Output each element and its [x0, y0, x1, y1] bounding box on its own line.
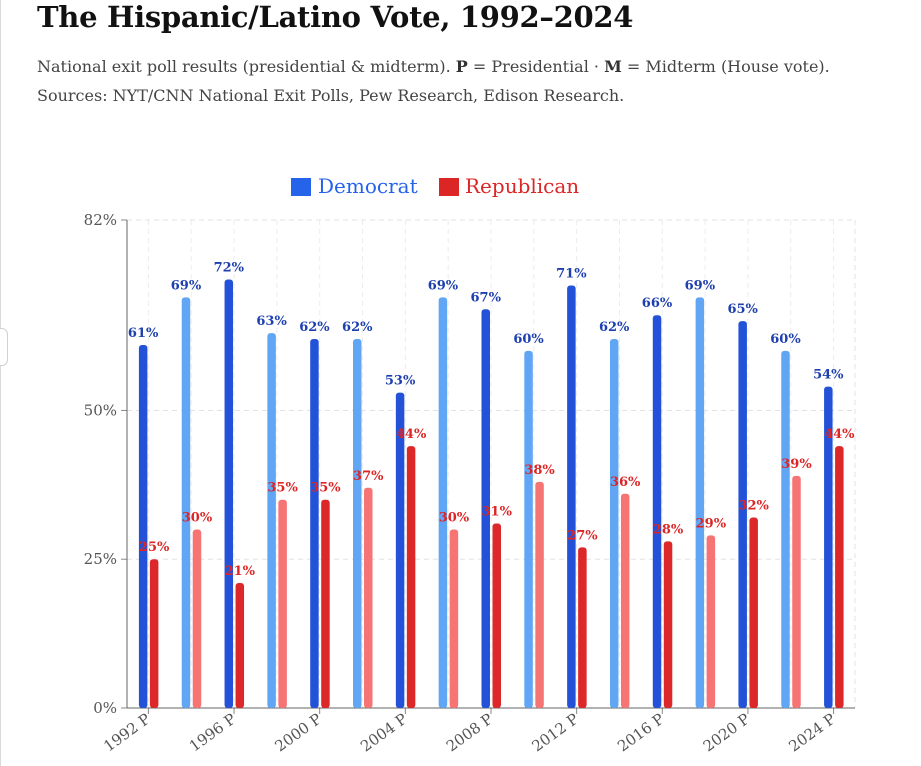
bar-republican[interactable] — [321, 499, 330, 708]
data-label-republican: 25% — [139, 540, 170, 555]
midterm-key: M — [604, 57, 622, 76]
presidential-key: P — [455, 57, 468, 76]
bar-democrat[interactable] — [781, 350, 790, 708]
midterm-key-text: = Midterm (House vote). — [621, 57, 830, 76]
data-label-democrat: 71% — [556, 266, 587, 281]
chart-bars — [138, 279, 844, 708]
bar-democrat[interactable] — [395, 392, 405, 708]
side-panel-tab[interactable] — [0, 328, 8, 366]
bar-republican[interactable] — [792, 475, 801, 708]
x-tick-label: 2000 P — [272, 710, 325, 756]
data-label-democrat: 63% — [256, 314, 287, 329]
data-label-democrat: 66% — [642, 296, 673, 311]
data-label-republican: 39% — [781, 457, 812, 472]
bar-republican[interactable] — [278, 499, 287, 708]
data-label-republican: 29% — [696, 516, 727, 531]
bar-republican[interactable] — [364, 487, 373, 708]
x-tick-label: 2012 P — [528, 710, 581, 756]
bar-republican[interactable] — [578, 547, 587, 708]
data-label-democrat: 72% — [214, 261, 245, 276]
bar-democrat[interactable] — [181, 297, 191, 708]
bar-democrat[interactable] — [310, 339, 319, 708]
chart-grid — [127, 219, 856, 708]
x-tick-label: 1996 P — [186, 710, 239, 756]
data-label-democrat: 61% — [128, 326, 159, 341]
data-label-democrat: 65% — [727, 302, 758, 317]
y-tick-label: 50% — [84, 401, 117, 419]
bar-republican[interactable] — [192, 529, 202, 708]
data-label-republican: 44% — [396, 427, 427, 442]
subtitle-intro: National exit poll results (presidential… — [37, 57, 456, 76]
data-label-republican: 31% — [482, 505, 513, 520]
data-label-democrat: 69% — [428, 278, 459, 293]
data-label-republican: 44% — [824, 427, 855, 442]
x-tick-label: 2024 P — [785, 710, 838, 756]
legend-democrat-swatch — [291, 178, 311, 196]
bar-republican[interactable] — [235, 583, 245, 708]
bar-democrat[interactable] — [138, 344, 148, 708]
x-tick-label: 2020 P — [700, 710, 753, 756]
bar-democrat[interactable] — [481, 309, 490, 708]
data-label-republican: 30% — [182, 510, 213, 525]
data-label-democrat: 54% — [813, 368, 844, 383]
bar-democrat[interactable] — [524, 350, 533, 708]
chart-legend: Democrat Republican — [291, 174, 579, 198]
bar-democrat[interactable] — [267, 333, 276, 708]
bar-republican[interactable] — [620, 493, 630, 708]
data-label-democrat: 69% — [171, 278, 202, 293]
bar-republican[interactable] — [835, 446, 844, 708]
data-label-republican: 35% — [310, 481, 341, 496]
bar-democrat[interactable] — [824, 386, 833, 708]
y-tick-label: 25% — [84, 550, 117, 568]
data-label-democrat: 62% — [342, 320, 373, 335]
bar-democrat[interactable] — [609, 339, 619, 708]
x-tick-label: 2016 P — [614, 710, 667, 756]
data-label-republican: 36% — [610, 475, 641, 490]
data-label-democrat: 62% — [299, 320, 330, 335]
data-label-democrat: 62% — [599, 320, 630, 335]
bar-democrat[interactable] — [738, 321, 747, 708]
data-label-republican: 27% — [567, 528, 598, 543]
data-label-republican: 35% — [267, 481, 298, 496]
data-label-democrat: 53% — [385, 374, 416, 389]
chart-title: The Hispanic/Latino Vote, 1992–2024 — [37, 0, 634, 34]
data-label-democrat: 67% — [471, 290, 502, 305]
data-label-republican: 37% — [353, 469, 384, 484]
data-label-democrat: 69% — [685, 278, 716, 293]
x-tick-label: 2008 P — [443, 710, 496, 756]
chart-subtitle: National exit poll results (presidential… — [37, 52, 912, 110]
data-label-republican: 38% — [524, 463, 555, 478]
bar-republican[interactable] — [449, 529, 459, 708]
data-label-democrat: 60% — [513, 332, 544, 347]
data-label-republican: 28% — [653, 522, 684, 537]
bar-democrat[interactable] — [652, 315, 662, 708]
data-label-republican: 30% — [439, 510, 470, 525]
legend-republican-label[interactable]: Republican — [465, 174, 579, 198]
y-tick-label: 0% — [93, 699, 117, 717]
x-tick-label: 2004 P — [357, 710, 410, 756]
legend-republican-swatch — [439, 178, 459, 196]
bar-democrat[interactable] — [224, 279, 234, 708]
legend-democrat-label[interactable]: Democrat — [318, 174, 418, 198]
sources-line: Sources: NYT/CNN National Exit Polls, Pe… — [37, 86, 625, 105]
data-label-republican: 21% — [225, 564, 256, 579]
bar-republican[interactable] — [406, 446, 416, 708]
bar-republican[interactable] — [149, 559, 159, 708]
bar-republican[interactable] — [749, 517, 758, 708]
bar-democrat[interactable] — [353, 339, 362, 708]
left-edge-rule — [0, 0, 1, 766]
bar-democrat[interactable] — [438, 297, 448, 708]
bar-democrat[interactable] — [695, 297, 705, 708]
bar-republican[interactable] — [706, 535, 716, 708]
presidential-key-text: = Presidential · — [467, 57, 605, 76]
bar-republican[interactable] — [535, 481, 544, 708]
chart-data-labels: 61% 25% 69% 30% 72% 21% 63% 35% 62% 35% 62% 37% 53% 4… — [128, 261, 855, 580]
y-tick-label: 82% — [84, 211, 117, 229]
data-label-democrat: 60% — [770, 332, 801, 347]
bar-democrat[interactable] — [567, 285, 576, 708]
bar-republican[interactable] — [663, 541, 673, 708]
bar-republican[interactable] — [492, 523, 501, 708]
data-label-republican: 32% — [738, 499, 769, 514]
